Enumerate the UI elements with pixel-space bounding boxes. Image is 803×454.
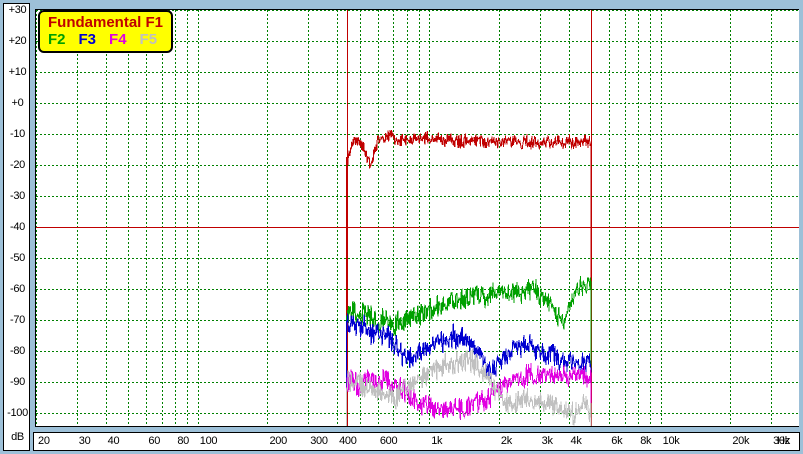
y-tick-label: +20 <box>8 34 27 47</box>
x-tick-label: 100 <box>199 435 218 447</box>
x-tick-label: 20k <box>732 435 750 447</box>
legend-item-f5[interactable]: F5 <box>139 31 158 48</box>
legend-item-f4[interactable]: F4 <box>109 31 127 48</box>
trace-f3 <box>346 313 592 426</box>
legend-entries: F2 F3 F4 F5 <box>48 31 163 48</box>
y-axis-unit: dB <box>11 431 24 443</box>
y-tick-label: -80 <box>10 344 25 357</box>
x-axis-unit: Hz <box>777 435 790 447</box>
legend-box[interactable]: Fundamental F1 F2 F3 F4 F5 <box>38 10 174 53</box>
trace-f2 <box>346 275 592 426</box>
y-tick-label: +30 <box>8 4 27 16</box>
y-tick-label: -20 <box>10 158 25 171</box>
x-tick-label: 6k <box>611 435 623 447</box>
y-tick-label: -40 <box>10 220 25 233</box>
x-tick-label: 30k <box>773 435 790 447</box>
y-tick-label: -70 <box>10 313 25 326</box>
x-tick-label: 8k <box>640 435 652 447</box>
y-tick-label: -50 <box>10 251 25 264</box>
x-tick-label: 60 <box>148 435 161 447</box>
x-tick-label: 3k <box>541 435 553 447</box>
x-tick-label: 10k <box>662 435 680 447</box>
x-tick-label: 400 <box>339 435 357 447</box>
trace-f4 <box>346 363 592 426</box>
plot-area[interactable] <box>35 9 799 427</box>
x-tick-label: 600 <box>379 435 398 447</box>
x-tick-label: 20 <box>38 435 50 447</box>
x-tick-label: 1k <box>431 435 443 447</box>
trace-fundamental-f1 <box>346 129 592 426</box>
y-tick-label: +0 <box>11 96 24 109</box>
y-tick-label: -10 <box>10 127 25 140</box>
x-tick-label: 2k <box>500 435 512 447</box>
x-tick-label: 30 <box>78 435 91 447</box>
trace-layer <box>346 129 592 426</box>
x-tick-label: 200 <box>269 435 287 447</box>
x-axis-labels: 20 30 40 60 80 100 200 300 400 600 1k 2k 3k 4k 6k 8k 10k… <box>33 432 800 451</box>
x-tick-label: 40 <box>107 435 120 447</box>
x-tick-label: 80 <box>177 435 189 447</box>
grid-layer <box>36 10 799 426</box>
x-tick-label: 4k <box>570 435 582 447</box>
trace-f5 <box>346 348 592 426</box>
y-tick-label: +10 <box>8 65 27 78</box>
legend-title: Fundamental F1 <box>48 14 164 31</box>
legend-item-f3[interactable]: F3 <box>78 31 97 48</box>
x-tick-label: 300 <box>310 435 328 447</box>
y-tick-label: -60 <box>10 282 25 295</box>
legend-item-f2[interactable]: F2 <box>48 31 66 48</box>
y-tick-label: -90 <box>10 375 25 388</box>
y-tick-label: -30 <box>10 189 25 202</box>
y-tick-label: -100 <box>7 406 28 419</box>
y-axis-labels: +30 +20 +10 +0 -10 -20 -30 -40 -50 -60 -70 -80 -90 -1… <box>3 3 30 451</box>
